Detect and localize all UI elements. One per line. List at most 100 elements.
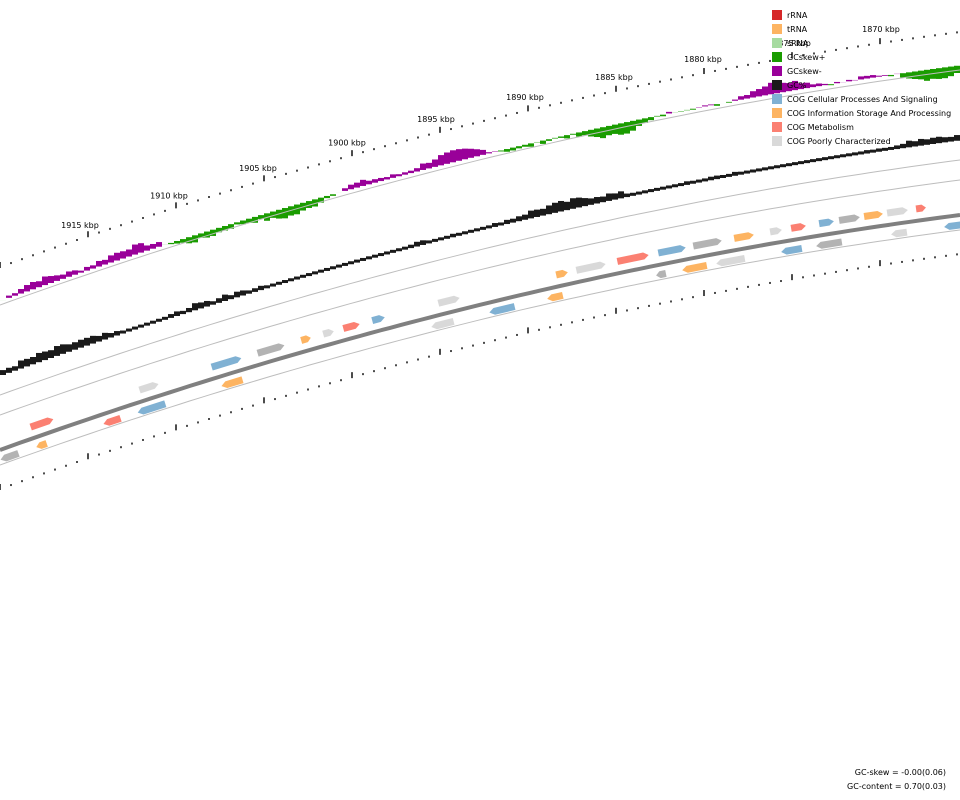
- skew-bar: [924, 69, 930, 81]
- gc-bar: [606, 193, 612, 201]
- gc-bar: [12, 366, 18, 371]
- skew-bar: [426, 162, 432, 169]
- skew-bar: [708, 104, 714, 106]
- gene-arrow: [138, 382, 159, 394]
- gene-arrow: [0, 450, 20, 462]
- gc-bar: [864, 150, 870, 154]
- legend-swatch: [772, 24, 782, 34]
- skew-bar: [348, 184, 354, 190]
- skew-bar: [240, 220, 246, 225]
- skew-bar: [156, 242, 162, 247]
- gc-bar: [540, 208, 546, 216]
- legend-swatch: [772, 108, 782, 118]
- skew-bar: [180, 239, 186, 243]
- skew-bar: [324, 195, 330, 199]
- gene-arrow: [863, 210, 883, 220]
- skew-bar: [36, 281, 42, 288]
- legend-label: COG Metabolism: [787, 122, 854, 132]
- skew-bar: [882, 75, 888, 76]
- skew-bar: [828, 84, 834, 86]
- gene-arrow: [818, 218, 834, 228]
- skew-bar: [306, 201, 312, 208]
- gene-tracks: [0, 204, 960, 462]
- skew-bar: [648, 117, 654, 121]
- gene-arrow: [657, 245, 686, 257]
- gene-arrow: [555, 269, 568, 279]
- skew-bar: [462, 148, 468, 160]
- skew-bar: [846, 79, 852, 82]
- gc-skew-stat: GC-skew = -0.00(0.06): [854, 768, 946, 777]
- gene-arrow: [575, 261, 606, 274]
- gene-arrow: [886, 207, 908, 217]
- skew-bar: [798, 83, 804, 90]
- skew-bar: [414, 168, 420, 172]
- gc-bar: [240, 290, 246, 296]
- gc-bar: [276, 281, 282, 285]
- gc-bar: [672, 184, 678, 188]
- gene-arrow: [716, 254, 746, 267]
- skew-bar: [732, 99, 738, 101]
- skew-bar: [84, 266, 90, 271]
- gc-bar: [402, 246, 408, 250]
- gc-bar: [444, 235, 450, 239]
- gene-arrow: [371, 315, 385, 325]
- gc-bar: [378, 253, 384, 257]
- skew-bar: [72, 270, 78, 275]
- skew-bar: [888, 74, 894, 77]
- skew-bar: [714, 104, 720, 106]
- skew-bar: [444, 152, 450, 164]
- skew-bar: [432, 159, 438, 167]
- gc-bar: [36, 352, 42, 363]
- gc-bar: [858, 151, 864, 155]
- gc-bar: [720, 175, 726, 179]
- skew-bar: [768, 82, 774, 95]
- gene-arrow: [944, 219, 960, 230]
- gc-bar: [492, 223, 498, 227]
- legend-label: rRNA: [787, 10, 808, 20]
- gc-bar: [534, 209, 540, 217]
- gene-arrow: [616, 252, 649, 265]
- legend-item-cog-cellular: COG Cellular Processes And Signaling: [772, 92, 951, 106]
- gc-bar: [90, 335, 96, 344]
- gc-bar: [48, 350, 54, 358]
- gc-bar: [648, 189, 654, 193]
- skew-bar: [870, 75, 876, 78]
- legend-swatch: [772, 94, 782, 104]
- skew-bar: [132, 244, 138, 255]
- gene-arrow: [781, 245, 803, 255]
- skew-bar: [468, 148, 474, 158]
- gene-arrow: [256, 343, 285, 357]
- gc-bar: [504, 219, 510, 225]
- gc-bar: [78, 339, 84, 348]
- gc-bar: [786, 163, 792, 167]
- skew-bar: [354, 182, 360, 188]
- skew-bar: [522, 144, 528, 147]
- gc-bar: [690, 180, 696, 184]
- gc-bar: [210, 301, 216, 305]
- skew-bar: [738, 96, 744, 100]
- skew-bar: [564, 135, 570, 139]
- gc-bar: [174, 311, 180, 316]
- gc-bar: [54, 346, 60, 356]
- gc-bar: [810, 159, 816, 163]
- skew-bar: [78, 270, 84, 273]
- legend-swatch: [772, 66, 782, 76]
- skew-bar: [624, 122, 630, 134]
- gene-arrow: [790, 223, 806, 232]
- legend-item-rrna: rRNA: [772, 8, 951, 22]
- skew-bar: [126, 249, 132, 257]
- skew-bar: [552, 137, 558, 139]
- gene-arrow: [692, 238, 722, 250]
- gc-bar: [666, 185, 672, 189]
- skew-bar: [792, 80, 798, 91]
- gene-arrow: [437, 295, 460, 307]
- gene-arrow: [342, 321, 360, 332]
- gc-bar: [918, 138, 924, 146]
- skew-bar: [900, 73, 906, 78]
- skew-bar: [246, 218, 252, 223]
- skew-bar: [210, 229, 216, 236]
- skew-bar: [18, 289, 24, 294]
- skew-bar: [120, 251, 126, 259]
- gc-bar: [912, 141, 918, 147]
- gc-bar: [738, 171, 744, 175]
